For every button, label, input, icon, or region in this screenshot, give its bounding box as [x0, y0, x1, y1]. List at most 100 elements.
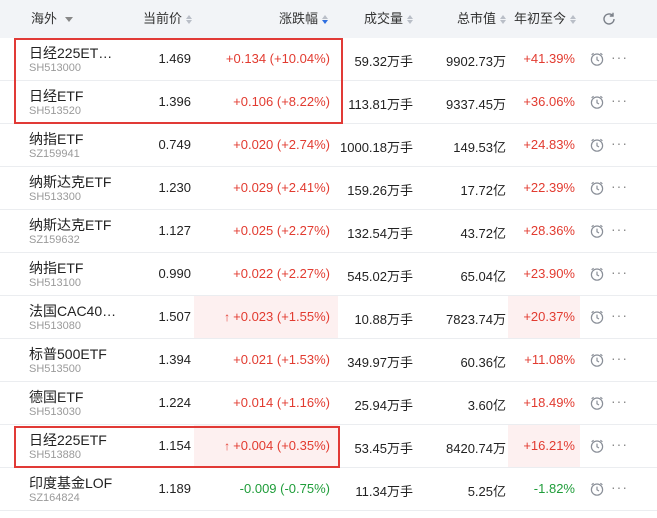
volume: 545.02万手 — [347, 269, 413, 284]
col-cap-label: 总市值 — [457, 11, 497, 26]
market-cap: 3.60亿 — [467, 398, 506, 413]
arrow-up-icon: ↑ — [224, 310, 231, 324]
volume: 10.88万手 — [354, 312, 413, 327]
sort-ytd[interactable]: 年初至今 — [514, 0, 577, 38]
price-change: -0.009 (-0.75%) — [240, 481, 330, 496]
fund-name[interactable]: 纳斯达克ETF — [29, 217, 112, 233]
more-icon[interactable]: ··· — [611, 135, 628, 151]
sort-icon — [570, 14, 577, 24]
fund-code: SZ164824 — [29, 492, 80, 504]
fund-name[interactable]: 标普500ETF — [29, 346, 107, 362]
ytd-return: +36.06% — [523, 94, 575, 109]
current-price: 1.224 — [158, 395, 191, 410]
sort-price[interactable]: 当前价 — [143, 0, 193, 38]
sort-market-cap[interactable]: 总市值 — [457, 0, 507, 38]
ytd-return: +20.37% — [523, 309, 575, 324]
market-filter-label: 海外 — [31, 11, 58, 26]
fund-name[interactable]: 纳指ETF — [29, 260, 84, 276]
current-price: 1.189 — [158, 481, 191, 496]
current-price: 0.749 — [158, 137, 191, 152]
clock-icon[interactable] — [589, 180, 605, 196]
more-icon[interactable]: ··· — [611, 350, 628, 366]
table-row[interactable]: 纳指ETF SZ159941 0.749 +0.020 (+2.74%) 100… — [0, 124, 657, 167]
fund-code: SH513080 — [29, 320, 81, 332]
more-icon[interactable]: ··· — [611, 221, 628, 237]
clock-icon[interactable] — [589, 395, 605, 411]
table-row[interactable]: 纳指ETF SH513100 0.990 +0.022 (+2.27%) 545… — [0, 253, 657, 296]
table-header: 海外 当前价 涨跌幅 成交量 总市值 年初至今 — [0, 0, 657, 38]
current-price: 0.990 — [158, 266, 191, 281]
clock-icon[interactable] — [589, 352, 605, 368]
fund-name[interactable]: 德国ETF — [29, 389, 84, 405]
ytd-return: +28.36% — [523, 223, 575, 238]
refresh-icon[interactable] — [601, 11, 617, 27]
sort-icon — [500, 14, 507, 24]
more-icon[interactable]: ··· — [611, 92, 628, 108]
price-change-text: +0.022 (+2.27%) — [233, 266, 330, 281]
table-row[interactable]: 法国CAC40… SH513080 1.507 ↑ +0.023 (+1.55%)… — [0, 296, 657, 339]
ytd-return: -1.82% — [533, 481, 575, 496]
ytd-highlight — [508, 296, 580, 338]
market-cap: 60.36亿 — [460, 355, 506, 370]
fund-code: SH513880 — [29, 449, 81, 461]
more-icon[interactable]: ··· — [611, 393, 628, 409]
fund-name[interactable]: 法国CAC40… — [29, 303, 117, 319]
market-cap: 17.72亿 — [460, 183, 506, 198]
clock-icon[interactable] — [589, 137, 605, 153]
market-filter[interactable]: 海外 — [31, 0, 74, 38]
clock-icon[interactable] — [589, 438, 605, 454]
more-icon[interactable]: ··· — [611, 479, 628, 495]
fund-name[interactable]: 印度基金LOF — [29, 475, 113, 491]
fund-code: SZ159941 — [29, 148, 80, 160]
more-icon[interactable]: ··· — [611, 264, 628, 280]
more-icon[interactable]: ··· — [611, 307, 628, 323]
volume: 59.32万手 — [354, 54, 413, 69]
more-icon[interactable]: ··· — [611, 436, 628, 452]
price-change-text: +0.023 (+1.55%) — [233, 309, 330, 324]
price-change: +0.025 (+2.27%) — [233, 223, 330, 238]
sort-volume[interactable]: 成交量 — [364, 0, 414, 38]
table-row[interactable]: 标普500ETF SH513500 1.394 +0.021 (+1.53%) … — [0, 339, 657, 382]
fund-name[interactable]: 日经225ET… — [29, 45, 113, 61]
table-row[interactable]: 日经225ET… SH513000 1.469 +0.134 (+10.04%)… — [0, 38, 657, 81]
price-change-text: +0.020 (+2.74%) — [233, 137, 330, 152]
clock-icon[interactable] — [589, 223, 605, 239]
volume: 349.97万手 — [347, 355, 413, 370]
fund-name[interactable]: 日经225ETF — [29, 432, 107, 448]
fund-code: SH513100 — [29, 277, 81, 289]
more-icon[interactable]: ··· — [611, 178, 628, 194]
more-icon[interactable]: ··· — [611, 49, 628, 65]
market-cap: 43.72亿 — [460, 226, 506, 241]
price-change: ↑ +0.023 (+1.55%) — [224, 309, 330, 324]
fund-code: SH513030 — [29, 406, 81, 418]
chevron-down-icon — [65, 16, 74, 22]
ytd-return: +22.39% — [523, 180, 575, 195]
market-cap: 9902.73万 — [446, 54, 506, 69]
price-change-text: +0.025 (+2.27%) — [233, 223, 330, 238]
clock-icon[interactable] — [589, 51, 605, 67]
clock-icon[interactable] — [589, 266, 605, 282]
table-row[interactable]: 德国ETF SH513030 1.224 +0.014 (+1.16%) 25.… — [0, 382, 657, 425]
ytd-return: +11.08% — [524, 352, 575, 367]
fund-name[interactable]: 日经ETF — [29, 88, 84, 104]
volume: 113.81万手 — [348, 97, 413, 112]
ytd-return: +23.90% — [523, 266, 575, 281]
price-change: +0.029 (+2.41%) — [233, 180, 330, 195]
fund-name[interactable]: 纳斯达克ETF — [29, 174, 112, 190]
clock-icon[interactable] — [589, 94, 605, 110]
price-change: +0.106 (+8.22%) — [233, 94, 330, 109]
clock-icon[interactable] — [589, 309, 605, 325]
price-change: ↑ +0.004 (+0.35%) — [224, 438, 330, 453]
price-change: +0.022 (+2.27%) — [233, 266, 330, 281]
price-change: +0.020 (+2.74%) — [233, 137, 330, 152]
fund-name[interactable]: 纳指ETF — [29, 131, 84, 147]
highlight-box-nikkei — [14, 38, 343, 124]
sort-change[interactable]: 涨跌幅 — [279, 0, 329, 38]
clock-icon[interactable] — [589, 481, 605, 497]
sort-icon — [407, 14, 414, 24]
price-change-text: +0.004 (+0.35%) — [233, 438, 330, 453]
table-row[interactable]: 印度基金LOF SZ164824 1.189 -0.009 (-0.75%) 1… — [0, 468, 657, 511]
table-row[interactable]: 纳斯达克ETF SH513300 1.230 +0.029 (+2.41%) 1… — [0, 167, 657, 210]
current-price: 1.507 — [158, 309, 191, 324]
table-row[interactable]: 纳斯达克ETF SZ159632 1.127 +0.025 (+2.27%) 1… — [0, 210, 657, 253]
